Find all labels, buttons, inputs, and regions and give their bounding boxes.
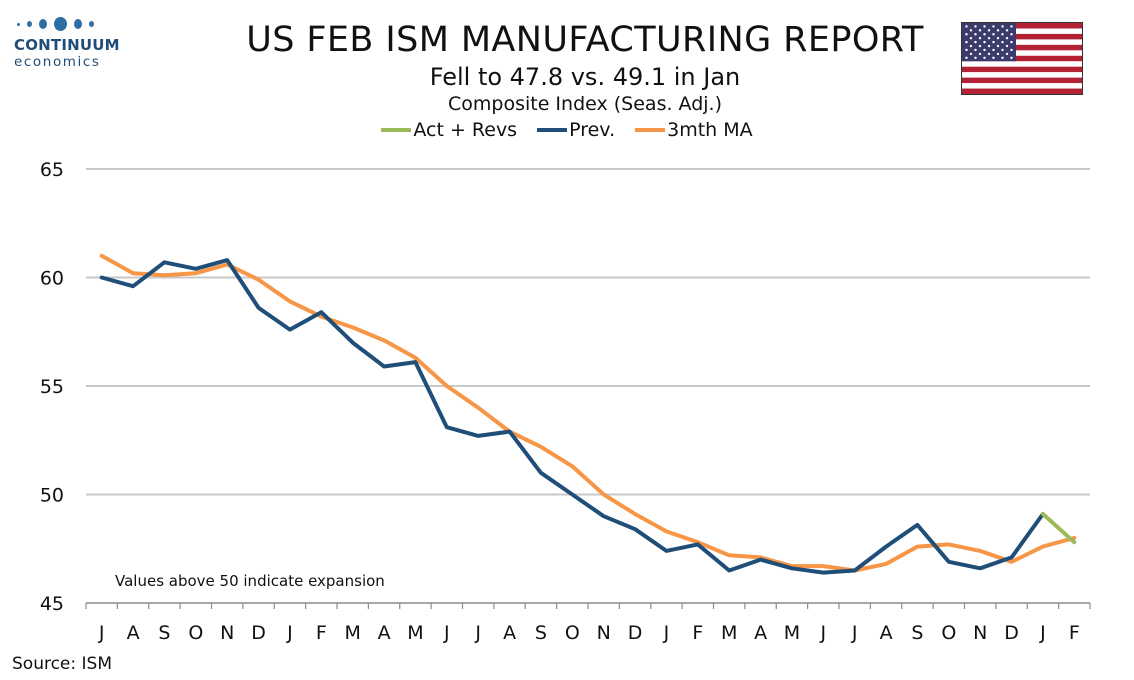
y-tick-label: 45 [40,593,64,615]
x-tick-label: D [251,622,266,644]
x-tick-label: F [316,622,327,644]
x-tick-label: J [286,622,293,644]
logo-dots-icon [17,14,132,34]
x-tick-label: D [1004,622,1019,644]
x-tick-label: J [98,622,105,644]
chart-title: US FEB ISM MANUFACTURING REPORT [246,20,924,60]
legend-swatch [381,128,412,132]
chart-legend: Act + Revs Prev. 3mth MA [0,118,1134,142]
x-tick-label: M [344,622,360,644]
x-tick-label: A [503,622,516,644]
x-tick-label: A [880,622,893,644]
x-tick-label: J [663,622,670,644]
x-tick-label: M [407,622,423,644]
legend-label: Act + Revs [413,119,518,141]
x-tick-label: M [784,622,800,644]
x-tick-label: J [474,622,481,644]
legend-swatch [635,128,666,132]
x-tick-label: F [692,622,703,644]
logo-name: CONTINUUM [14,36,120,54]
x-tick-label: S [535,622,547,644]
x-tick-label: O [941,622,956,644]
legend-item: Act + Revs [381,118,517,142]
legend-item: 3mth MA [635,118,753,142]
series-line-act-revs [1040,512,1077,545]
legend-label: Prev. [569,119,616,141]
x-tick-label: J [820,622,827,644]
continuum-logo: CONTINUUM economics [14,14,132,70]
x-tick-label: O [565,622,580,644]
legend-swatch [537,128,568,132]
chart-subtitle-2: Composite Index (Seas. Adj.) [447,93,723,115]
x-tick-label: A [127,622,140,644]
y-tick-label: 50 [40,485,64,507]
x-tick-label: N [597,622,611,644]
legend-label: 3mth MA [667,119,753,141]
chart-subtitle: Fell to 47.8 vs. 49.1 in Jan [429,63,741,91]
x-tick-label: J [443,622,450,644]
x-tick-label: J [1039,622,1046,644]
x-tick-label: N [973,622,987,644]
y-tick-label: 60 [40,268,64,290]
x-tick-label: F [1069,622,1080,644]
x-tick-label: S [911,622,923,644]
x-tick-label: S [158,622,170,644]
chart-annotation: Values above 50 indicate expansion [115,572,385,590]
x-tick-label: J [851,622,858,644]
y-tick-label: 55 [40,376,64,398]
x-tick-label: A [378,622,391,644]
series-line-3mth-ma [99,253,1077,573]
x-tick-label: M [721,622,737,644]
us-flag-icon [961,22,1083,95]
x-tick-label: O [188,622,203,644]
x-tick-label: N [220,622,234,644]
series-line-prev [99,258,1045,575]
legend-item: Prev. [537,118,615,142]
logo-subname: economics [14,54,101,70]
x-tick-label: D [628,622,643,644]
x-tick-label: A [754,622,767,644]
source-note: Source: ISM [12,654,112,674]
y-tick-label: 65 [40,159,64,181]
